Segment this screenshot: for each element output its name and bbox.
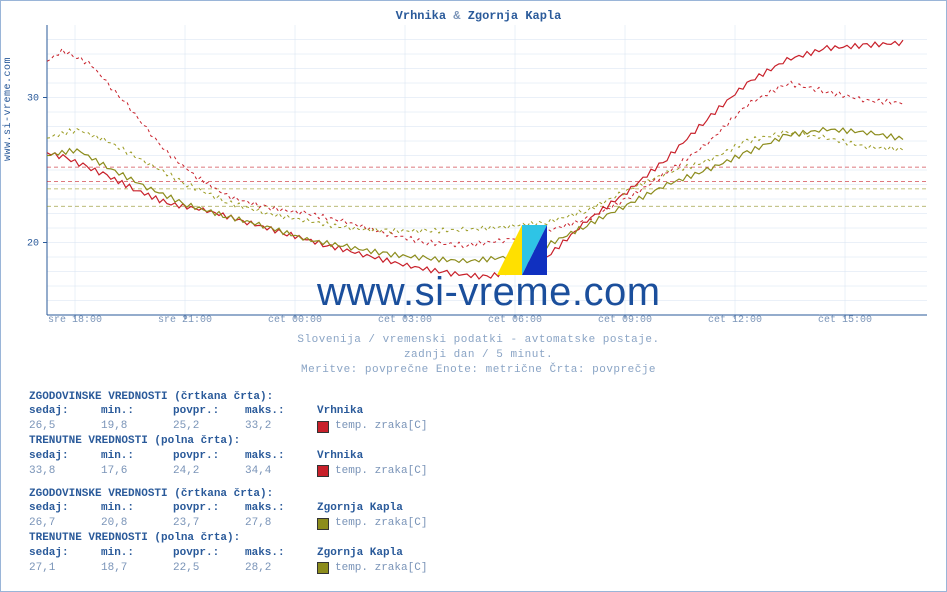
legend-block: ZGODOVINSKE VREDNOSTI (črtkana črta):sed… [29,390,928,584]
legend-col-min: min.: [101,449,173,464]
legend-val-sedaj: 33,8 [29,464,101,479]
caption-line-3: Meritve: povprečne Enote: metrične Črta:… [29,363,928,378]
legend-col-min: min.: [101,546,173,561]
legend-val-min: 20,8 [101,516,173,531]
legend-metric: temp. zraka[C] [317,516,427,531]
legend-col-povpr: povpr.: [173,449,245,464]
legend-col-maks: maks.: [245,501,317,516]
legend-metric-label: temp. zraka[C] [335,464,427,479]
legend-station-name: Zgornja Kapla [317,546,403,561]
legend-col-maks: maks.: [245,546,317,561]
legend-val-min: 18,7 [101,561,173,576]
legend-metric-label: temp. zraka[C] [335,561,427,576]
legend-col-povpr: povpr.: [173,501,245,516]
caption-line-2: zadnji dan / 5 minut. [29,348,928,363]
legend-col-maks: maks.: [245,404,317,419]
legend-header: TRENUTNE VREDNOSTI (polna črta): [29,434,928,449]
legend-val-sedaj: 26,5 [29,419,101,434]
legend-swatch-icon [317,421,329,433]
legend-swatch-icon [317,562,329,574]
caption-line-1: Slovenija / vremenski podatki - avtomats… [29,333,928,348]
legend-header: ZGODOVINSKE VREDNOSTI (črtkana črta): [29,390,928,405]
x-tick-label: čet 03:00 [378,315,432,326]
legend-col-sedaj: sedaj: [29,404,101,419]
legend-val-maks: 33,2 [245,419,317,434]
legend-header: TRENUTNE VREDNOSTI (polna črta): [29,531,928,546]
legend-col-sedaj: sedaj: [29,449,101,464]
legend-swatch-icon [317,465,329,477]
legend-col-headers: sedaj:min.:povpr.:maks.:Zgornja Kapla [29,501,928,516]
legend-val-min: 19,8 [101,419,173,434]
chart-caption: Slovenija / vremenski podatki - avtomats… [29,333,928,378]
legend-col-min: min.: [101,404,173,419]
legend-metric-label: temp. zraka[C] [335,419,427,434]
legend-metric: temp. zraka[C] [317,464,427,479]
legend-val-maks: 28,2 [245,561,317,576]
legend-col-povpr: povpr.: [173,404,245,419]
legend-metric: temp. zraka[C] [317,419,427,434]
legend-values-row: 26,519,825,233,2 temp. zraka[C] [29,419,928,434]
legend-values-row: 33,817,624,234,4 temp. zraka[C] [29,464,928,479]
legend-station-name: Vrhnika [317,404,363,419]
watermark-logo-icon [497,225,547,275]
x-tick-label: sre 18:00 [48,315,102,326]
legend-values-row: 26,720,823,727,8 temp. zraka[C] [29,516,928,531]
chart-card: www.si-vreme.com Vrhnika & Zgornja Kapla… [0,0,947,592]
legend-header: ZGODOVINSKE VREDNOSTI (črtkana črta): [29,487,928,502]
svg-text:30: 30 [27,94,39,105]
legend-col-sedaj: sedaj: [29,501,101,516]
x-tick-label: čet 12:00 [708,315,762,326]
legend-col-headers: sedaj:min.:povpr.:maks.:Zgornja Kapla [29,546,928,561]
title-ampersand: & [453,9,460,23]
legend-val-povpr: 23,7 [173,516,245,531]
legend-col-maks: maks.: [245,449,317,464]
x-tick-label: čet 00:00 [268,315,322,326]
legend-col-headers: sedaj:min.:povpr.:maks.:Vrhnika [29,404,928,419]
x-tick-label: čet 09:00 [598,315,652,326]
x-tick-label: čet 06:00 [488,315,542,326]
legend-col-povpr: povpr.: [173,546,245,561]
legend-val-sedaj: 27,1 [29,561,101,576]
legend-station-name: Zgornja Kapla [317,501,403,516]
legend-col-sedaj: sedaj: [29,546,101,561]
legend-col-headers: sedaj:min.:povpr.:maks.:Vrhnika [29,449,928,464]
legend-val-min: 17,6 [101,464,173,479]
chart-title: Vrhnika & Zgornja Kapla [29,9,928,23]
legend-val-povpr: 22,5 [173,561,245,576]
x-tick-label: čet 15:00 [818,315,872,326]
line-chart: 2030 www.si-vreme.com [47,25,927,315]
x-axis-labels: sre 18:00 sre 21:00 čet 00:00 čet 03:00 čet … [47,315,927,329]
title-station-a: Vrhnika [396,9,446,23]
legend-values-row: 27,118,722,528,2 temp. zraka[C] [29,561,928,576]
legend-col-min: min.: [101,501,173,516]
y-axis-source-label: www.si-vreme.com [3,57,14,161]
legend-val-sedaj: 26,7 [29,516,101,531]
legend-val-maks: 27,8 [245,516,317,531]
x-tick-label: sre 21:00 [158,315,212,326]
legend-val-povpr: 24,2 [173,464,245,479]
legend-val-maks: 34,4 [245,464,317,479]
legend-station-name: Vrhnika [317,449,363,464]
legend-swatch-icon [317,518,329,530]
watermark-text: www.si-vreme.com [317,270,661,315]
title-station-b: Zgornja Kapla [468,9,562,23]
legend-val-povpr: 25,2 [173,419,245,434]
svg-text:20: 20 [27,239,39,250]
legend-metric: temp. zraka[C] [317,561,427,576]
legend-metric-label: temp. zraka[C] [335,516,427,531]
